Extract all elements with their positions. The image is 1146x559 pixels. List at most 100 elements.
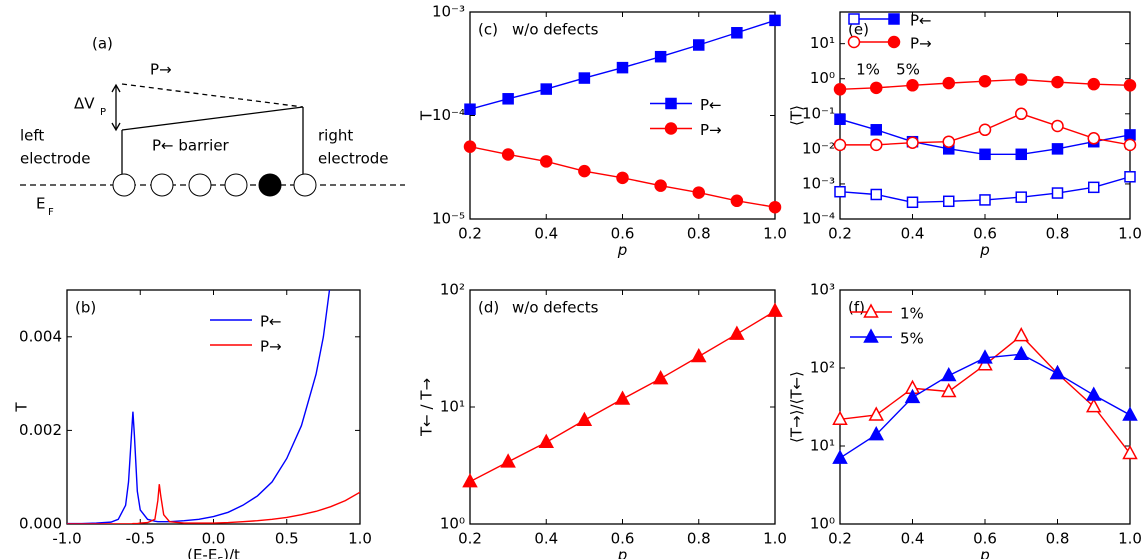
y-tick-label: 10⁻⁵ <box>432 210 465 228</box>
x-axis-label: p <box>617 546 628 559</box>
left-label: electrode <box>20 150 91 168</box>
marker <box>978 74 992 88</box>
y-axis-label: T← / T→ <box>418 378 436 437</box>
x-tick-label: 1.0 <box>1118 530 1142 548</box>
x-tick-label: 0.2 <box>828 225 852 243</box>
solid-barrier <box>121 106 304 131</box>
marker <box>731 27 743 39</box>
marker <box>1051 187 1064 199</box>
y-tick-label: 10⁻¹ <box>802 104 835 122</box>
marker <box>833 83 847 96</box>
delta-v-sub: P <box>100 107 106 118</box>
marker <box>1085 398 1102 413</box>
fermi-sub: F <box>48 207 54 218</box>
marker <box>942 76 955 90</box>
marker <box>654 50 667 63</box>
marker <box>692 186 705 199</box>
marker <box>942 135 955 148</box>
marker <box>940 382 957 398</box>
y-tick-label: 0.004 <box>19 327 62 345</box>
marker <box>1088 181 1100 194</box>
arrow-heads <box>111 83 121 132</box>
marker <box>1122 444 1138 460</box>
panel-label: (d) <box>478 299 499 317</box>
barrier-label: P← barrier <box>152 137 230 155</box>
x-tick-label: 1.0 <box>763 530 787 548</box>
marker <box>832 449 848 464</box>
marker <box>1087 132 1100 145</box>
site <box>224 173 248 197</box>
legend-label: P→ <box>910 35 932 53</box>
x-tick-label: 0.6 <box>611 530 635 548</box>
x-tick-label: 0.8 <box>1046 225 1070 243</box>
marker <box>654 179 667 192</box>
series-line <box>67 484 360 524</box>
series-line <box>67 290 331 524</box>
y-tick-label: 10⁻⁴ <box>432 106 465 124</box>
y-tick-label: 0.002 <box>19 421 62 439</box>
site <box>150 173 174 197</box>
chart-panel: 0.2 0.4 0.6 0.8 1.0 10⁻⁵ 10⁻⁴ 10⁻³ p T (c) w/o defe… <box>418 3 787 259</box>
plot-frame <box>66 289 361 525</box>
legend-marker <box>665 97 677 110</box>
site <box>188 173 212 197</box>
panel-label: (b) <box>75 299 96 317</box>
y-tick-label: 10² <box>810 359 835 377</box>
marker <box>538 433 555 448</box>
marker <box>1051 143 1064 155</box>
marker <box>730 194 744 208</box>
defect-site <box>258 173 282 197</box>
dashed-barrier <box>121 83 304 108</box>
x-tick-label: 0.6 <box>973 530 997 548</box>
y-tick-label: 10⁻⁴ <box>802 210 835 228</box>
marker <box>1051 75 1064 89</box>
x-tick-label: 0.4 <box>901 530 925 548</box>
y-axis-label: ⟨T⟩ <box>788 105 806 126</box>
x-tick-label: 0.4 <box>534 225 558 243</box>
marker <box>906 79 919 92</box>
marker <box>1015 107 1028 121</box>
fermi-label: E <box>36 195 45 213</box>
marker <box>943 195 955 208</box>
marker <box>616 171 629 185</box>
right-label: right <box>318 127 353 145</box>
marker <box>1013 327 1030 342</box>
site <box>293 173 317 197</box>
x-axis-label: p <box>979 241 990 259</box>
y-tick-label: 10⁰ <box>810 515 835 533</box>
x-axis-label-part: (E-E <box>187 546 217 559</box>
marker <box>1051 119 1064 133</box>
marker <box>904 388 921 404</box>
x-tick-label: -1.0 <box>52 530 81 548</box>
x-tick-label: 0.2 <box>458 225 482 243</box>
marker <box>1124 129 1136 141</box>
marker <box>729 325 745 340</box>
panel-label: (e) <box>848 21 869 39</box>
marker <box>868 406 885 421</box>
y-tick-label: 10⁻³ <box>432 3 465 21</box>
marker <box>868 426 885 441</box>
x-axis-label-part: p <box>617 546 628 559</box>
y-tick-label: 10³ <box>810 281 835 299</box>
x-tick-label: 1.0 <box>348 530 372 548</box>
legend-label: 1% <box>900 305 924 323</box>
y-tick-label: 10¹ <box>440 398 465 416</box>
y-tick-label: 0.000 <box>19 515 62 533</box>
marker <box>940 366 957 382</box>
x-axis-label-part: p <box>617 241 628 259</box>
marker <box>767 302 783 317</box>
marker <box>1015 191 1027 203</box>
marker <box>1085 386 1102 401</box>
x-tick-label: 1.0 <box>763 225 787 243</box>
diagram: (a) P→ ΔV P left electrode P← barrier ri… <box>20 35 405 218</box>
legend-label: P← <box>910 12 932 30</box>
x-tick-label: 0.5 <box>275 530 299 548</box>
panel-label: (a) <box>92 35 113 53</box>
marker <box>870 81 883 95</box>
marker <box>834 113 846 125</box>
x-axis-label-part: F <box>217 556 223 559</box>
marker <box>1124 171 1136 183</box>
legend-marker <box>847 35 861 49</box>
marker <box>870 124 882 136</box>
legend-label: P← <box>700 96 722 114</box>
